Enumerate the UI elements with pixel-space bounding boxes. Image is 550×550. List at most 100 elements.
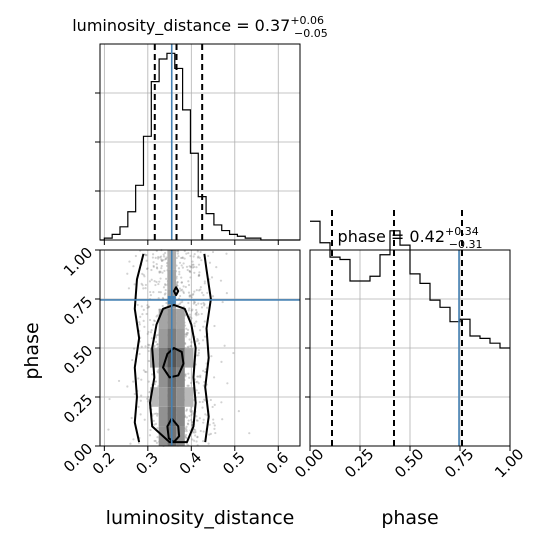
joint-sample-point [160,259,164,263]
joint-sample-point [189,276,192,279]
joint-truth-marker [167,295,176,304]
joint-sample-point [211,250,215,254]
title-ld-minus: −0.05 [294,27,328,40]
joint-sample-point [153,279,156,283]
joint-sample-point [147,305,151,308]
joint-sample-point [187,309,190,312]
joint-density-cell [158,308,168,329]
joint-sample-point [155,280,158,284]
joint-sample-point [210,276,214,279]
joint-sample-point [192,292,195,296]
joint-sample-point [163,269,166,273]
joint-sample-point [178,287,182,290]
joint-sample-point [127,287,131,290]
joint-sample-point [139,315,142,319]
joint-sample-point [195,320,198,323]
joint-sample-point [140,394,143,397]
joint-sample-point [223,344,226,347]
joint-sample-point [195,314,198,317]
joint-sample-point [215,266,218,269]
joint-sample-point [193,322,196,325]
joint-density-cell [150,348,159,368]
joint-sample-point [158,280,161,283]
joint-sample-point [130,416,133,420]
joint-sample-point [201,339,205,342]
joint-sample-point [197,375,200,378]
joint-sample-point [188,269,191,273]
joint-sample-point [195,311,198,314]
joint-sample-point [164,283,167,286]
joint-sample-point [144,370,147,373]
joint-sample-point [163,255,166,258]
joint-sample-point [178,273,181,276]
joint-sample-point [152,323,155,326]
joint-sample-point [186,422,190,425]
joint-sample-point [142,369,145,372]
joint-sample-point [162,253,165,256]
joint-sample-point [175,256,178,260]
joint-sample-point [145,370,148,374]
joint-sample-point [148,434,152,437]
joint-sample-point [187,291,191,294]
joint-sample-point [146,400,150,403]
joint-density-cell [158,387,168,407]
joint-sample-point [178,270,181,273]
joint-sample-point [193,301,196,304]
joint-sample-point [146,397,149,400]
joint-sample-point [192,263,195,266]
joint-sample-point [107,428,110,431]
joint-sample-point [219,279,223,282]
joint-sample-point [158,271,161,274]
joint-sample-point [142,308,145,311]
joint-sample-point [190,340,193,344]
joint-sample-point [193,325,196,328]
joint-sample-point [199,285,202,289]
joint-sample-point [188,414,191,418]
joint-sample-point [188,376,191,379]
joint-sample-point [189,254,192,258]
joint-sample-point [200,306,204,309]
ld-frame [99,43,301,241]
joint-sample-point [184,335,187,338]
joint-sample-point [186,384,189,387]
joint-sample-point [181,300,184,304]
joint-sample-point [189,410,193,413]
joint-sample-point [187,372,190,375]
joint-sample-point [196,419,199,422]
joint-sample-point [150,278,153,281]
joint-sample-point [151,256,155,259]
joint-sample-point [203,398,206,401]
joint-sample-point [193,253,196,256]
joint-contour-outer-right [203,253,212,443]
joint-sample-point [182,291,185,295]
joint-sample-point [186,346,189,349]
joint-sample-point [145,253,148,257]
joint-sample-point [192,255,195,258]
joint-sample-point [203,320,206,323]
joint-sample-point [139,413,142,416]
joint-sample-point [202,301,205,305]
joint-contour-outer-left [133,253,145,443]
joint-sample-point [142,287,145,290]
joint-sample-point [147,349,150,353]
joint-sample-point [147,343,150,346]
joint-sample-point [156,370,159,373]
joint-posterior-panel: 0.2 0.3 0.4 0.5 0.60.000.250.500.751.00 [60,244,301,478]
joint-sample-point [141,272,144,275]
joint-sample-point [153,344,156,347]
joint-sample-point [213,427,216,430]
joint-sample-point [187,280,190,283]
joint-sample-point [188,265,191,268]
joint-sample-point [148,280,151,283]
joint-sample-point [200,259,203,262]
joint-sample-point [180,288,184,291]
joint-sample-point [197,351,200,355]
joint-sample-point [154,340,158,343]
joint-sample-point [193,271,196,274]
phase-frame [309,249,511,447]
joint-sample-point [197,263,201,266]
joint-sample-point [156,314,159,317]
joint-sample-point [179,301,182,304]
joint-sample-point [185,265,189,268]
joint-sample-point [180,264,183,267]
